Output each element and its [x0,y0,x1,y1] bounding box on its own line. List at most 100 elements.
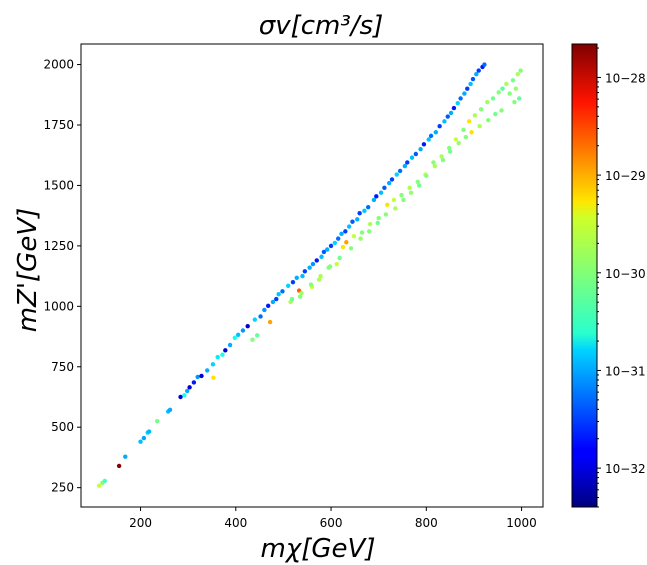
data-point [513,86,519,91]
colorbar-tick-label: 10−31 [605,364,646,378]
data-point [265,303,271,309]
x-axis-label: mχ[GeV] [261,534,376,564]
data-point [428,133,434,139]
y-axis-label: mZ'[GeV] [13,208,43,333]
data-point [399,192,404,198]
data-point [433,130,439,135]
data-point [267,319,273,325]
data-point [456,140,461,146]
data-point [447,149,453,154]
data-point [290,279,296,285]
data-point [394,172,399,177]
data-point [367,221,373,227]
data-point [245,323,250,329]
data-point [462,91,467,96]
data-point [463,134,469,140]
data-point [416,183,422,188]
data-point [453,137,459,142]
data-point [302,269,308,274]
y-axis-ticks: 250 500 750 1000 1250 1500 1750 2000 [43,58,81,495]
data-point [371,197,377,203]
data-point [294,275,299,280]
data-point [393,206,398,211]
data-point [504,81,509,87]
data-point [280,289,285,294]
data-point [440,157,446,163]
data-point [325,247,330,252]
data-point [474,72,479,77]
data-point [451,105,457,111]
colorbar-tick-label: 10−28 [605,71,646,85]
colorbar-tick-label: 10−32 [605,462,646,476]
data-point [350,219,355,224]
data-point [332,240,338,246]
x-tick-label: 600 [320,516,343,530]
data-point [445,114,450,119]
data-point [375,220,380,226]
data-point [382,185,387,191]
data-point [178,394,183,400]
data-point [413,151,419,157]
data-point [195,374,200,380]
data-point [274,296,279,302]
data-point [289,296,295,302]
data-point [476,68,481,73]
data-point [351,234,357,239]
data-point [490,96,496,101]
data-point [366,229,372,234]
data-point [146,429,152,434]
data-point [262,307,267,313]
data-point [426,137,431,142]
data-point [374,194,379,199]
data-point [493,111,498,117]
data-point [397,168,403,174]
data-point [102,478,108,484]
data-point [376,215,381,221]
colorbar-ticks: 10−28 10−29 10−30 10−31 10−32 [597,47,646,508]
data-point [431,160,436,165]
data-point [432,163,438,169]
data-point [362,208,367,214]
data-point [310,261,316,267]
data-point [510,78,516,83]
data-point [232,335,238,340]
data-point [316,277,322,282]
data-point [424,173,429,178]
data-point [461,127,466,133]
data-point [472,113,478,118]
data-point [446,145,452,151]
data-point [469,130,474,135]
data-point [442,119,447,124]
data-point [478,107,484,112]
data-point [515,72,520,77]
data-point [307,265,312,270]
data-point [437,124,442,129]
data-point [343,229,348,234]
data-point [199,373,204,379]
y-tick-label: 2000 [43,58,74,72]
data-point [355,217,360,222]
data-point [182,393,187,398]
y-tick-label: 1000 [43,299,74,313]
scatter-points [96,62,523,488]
data-point [477,124,482,129]
data-point [409,155,415,160]
data-point [258,314,263,319]
data-point [255,333,260,338]
data-point [408,190,414,195]
data-point [486,117,491,123]
data-point [191,380,197,385]
data-point [185,388,190,394]
x-axis-ticks: 200 400 600 800 1000 [129,507,537,530]
data-point [252,317,258,322]
data-point [210,362,216,367]
data-point [276,292,281,297]
data-point [468,81,473,87]
y-tick-label: 1500 [43,178,74,192]
data-point [500,86,505,91]
data-point [270,299,276,305]
data-point [507,91,512,96]
data-point [418,146,423,152]
data-point [348,246,354,251]
data-point [415,179,420,185]
